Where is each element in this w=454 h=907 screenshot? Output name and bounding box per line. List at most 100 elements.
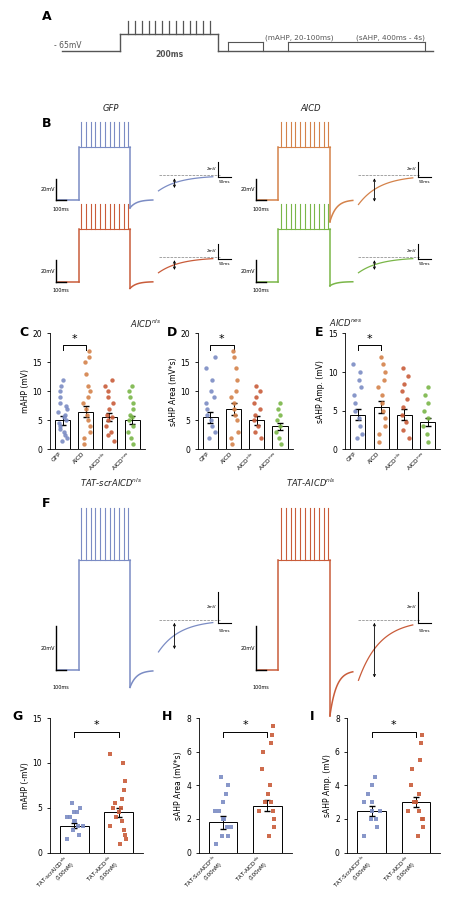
- Point: [57, 378, 64, 393]
- Point: [61, 427, 69, 442]
- Point: [416, 804, 423, 818]
- Text: 50ms: 50ms: [419, 262, 430, 266]
- Point: [265, 828, 272, 843]
- Point: [277, 436, 284, 451]
- Point: [80, 431, 87, 445]
- Point: [367, 812, 374, 826]
- Text: C: C: [20, 327, 29, 339]
- Point: [276, 431, 283, 445]
- Bar: [102, 417, 117, 449]
- Text: AICD$^{nls}$: AICD$^{nls}$: [129, 317, 161, 329]
- Point: [71, 814, 79, 828]
- Point: [229, 344, 237, 358]
- Point: [207, 413, 215, 427]
- Text: 50ms: 50ms: [419, 180, 430, 184]
- Point: [76, 827, 83, 842]
- Text: 20mV: 20mV: [240, 268, 255, 274]
- Point: [104, 390, 112, 405]
- Point: [418, 812, 425, 826]
- Bar: [350, 414, 365, 449]
- Point: [67, 809, 74, 824]
- Text: 2mV: 2mV: [406, 249, 416, 253]
- Point: [368, 795, 375, 809]
- Point: [400, 361, 407, 375]
- Point: [63, 431, 70, 445]
- Point: [250, 413, 257, 427]
- Text: 200ms: 200ms: [155, 50, 183, 59]
- Point: [368, 778, 375, 793]
- Point: [129, 402, 136, 416]
- Text: 20mV: 20mV: [40, 187, 54, 191]
- Point: [380, 373, 387, 387]
- Point: [253, 390, 260, 405]
- Point: [60, 410, 67, 424]
- Point: [118, 814, 126, 828]
- Text: 2mV: 2mV: [206, 605, 216, 610]
- Point: [230, 395, 237, 410]
- Point: [372, 812, 380, 826]
- Point: [419, 820, 427, 834]
- Point: [83, 402, 90, 416]
- Point: [84, 413, 91, 427]
- Point: [115, 805, 123, 820]
- Point: [355, 411, 362, 425]
- Point: [256, 402, 263, 416]
- Point: [404, 804, 411, 818]
- Text: *: *: [94, 720, 99, 730]
- Point: [105, 402, 113, 416]
- Point: [117, 836, 124, 851]
- Point: [121, 774, 128, 788]
- Point: [124, 424, 132, 439]
- Point: [252, 424, 259, 439]
- Point: [422, 388, 429, 403]
- Point: [84, 378, 92, 393]
- Point: [252, 407, 259, 422]
- Point: [109, 395, 116, 410]
- Point: [378, 349, 385, 364]
- Text: 100ms: 100ms: [53, 685, 69, 689]
- Point: [58, 434, 65, 448]
- Point: [276, 419, 284, 434]
- Bar: [397, 414, 412, 449]
- Point: [113, 809, 120, 824]
- Point: [56, 419, 63, 434]
- Text: 100ms: 100ms: [53, 288, 69, 294]
- Point: [219, 812, 227, 826]
- Text: 50ms: 50ms: [219, 262, 230, 266]
- Point: [232, 384, 240, 398]
- Point: [399, 423, 406, 437]
- Text: AICD$^{nes}$: AICD$^{nes}$: [329, 317, 362, 328]
- Text: GFP: GFP: [103, 103, 119, 112]
- Point: [103, 407, 110, 422]
- Point: [120, 756, 127, 770]
- Point: [203, 402, 211, 416]
- Point: [63, 413, 70, 427]
- Point: [224, 828, 232, 843]
- Point: [120, 823, 128, 837]
- Point: [424, 395, 431, 410]
- Point: [405, 431, 413, 445]
- Text: 50ms: 50ms: [419, 629, 430, 633]
- Point: [211, 424, 218, 439]
- Text: 100ms: 100ms: [252, 288, 269, 294]
- Point: [212, 804, 219, 818]
- Point: [380, 357, 387, 372]
- Text: 50ms: 50ms: [219, 629, 230, 633]
- Point: [86, 424, 94, 439]
- Point: [408, 761, 415, 775]
- Point: [373, 820, 380, 834]
- Point: [404, 368, 411, 383]
- Point: [381, 419, 389, 434]
- Point: [110, 434, 117, 448]
- Text: 20mV: 20mV: [40, 646, 54, 651]
- Point: [232, 407, 239, 422]
- Text: 50ms: 50ms: [219, 180, 230, 184]
- Point: [61, 407, 68, 422]
- Bar: [60, 825, 89, 853]
- Point: [102, 378, 109, 393]
- Point: [64, 402, 71, 416]
- Bar: [226, 409, 241, 449]
- Point: [118, 801, 125, 815]
- Point: [232, 361, 239, 375]
- Point: [424, 411, 431, 425]
